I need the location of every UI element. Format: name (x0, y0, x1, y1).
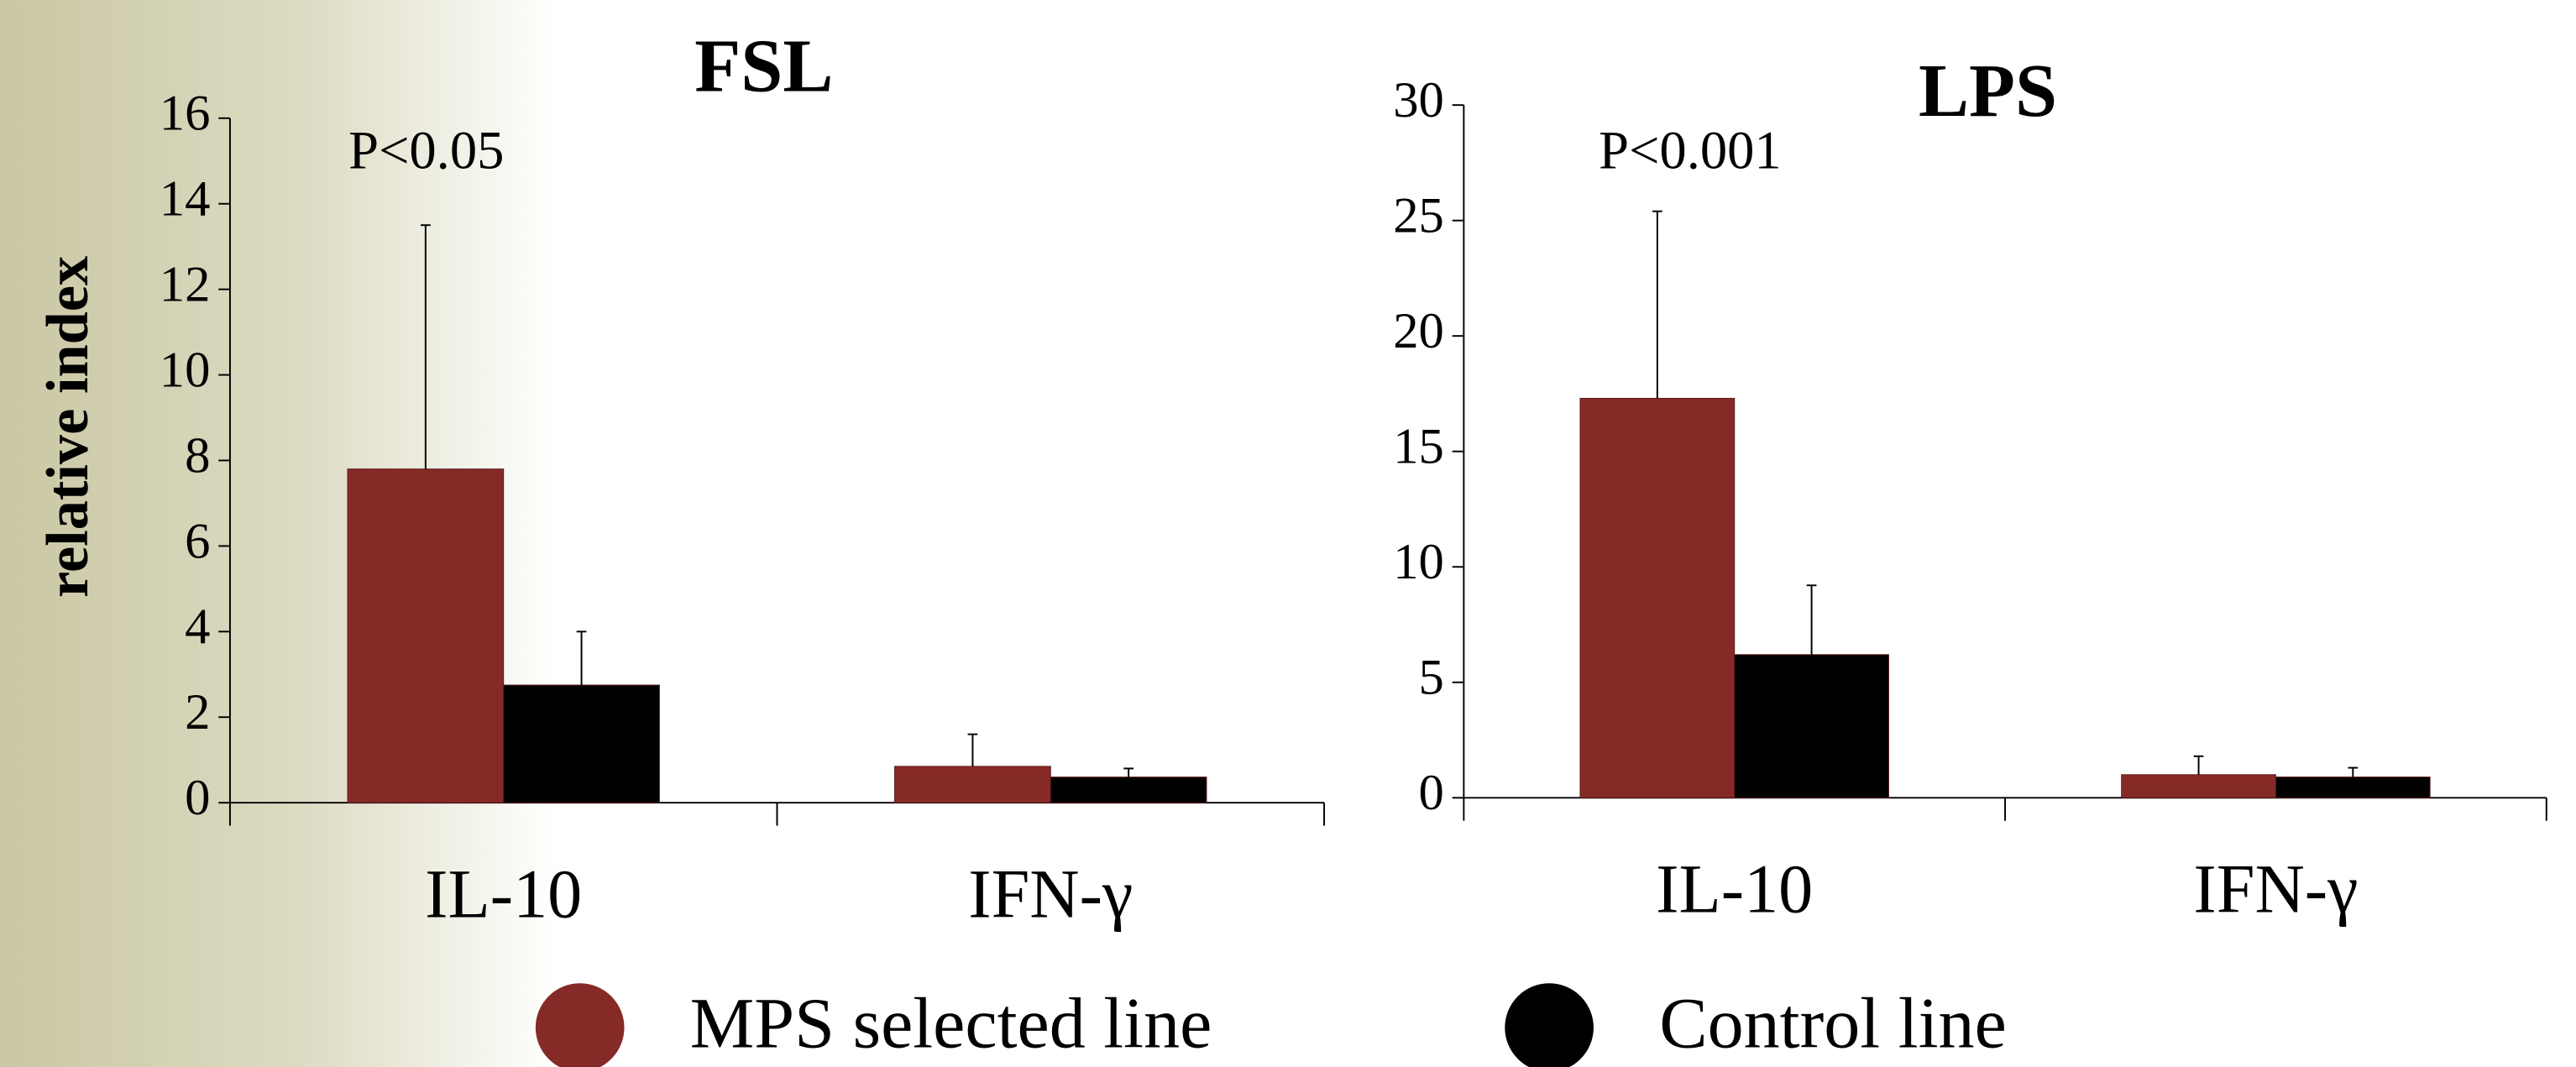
y-tick-label: 12 (160, 257, 211, 313)
bar (1734, 654, 1889, 798)
y-tick-label: 0 (1419, 765, 1444, 821)
bar (503, 684, 660, 803)
x-tick-label: IL-10 (1656, 851, 1813, 928)
y-tick-label: 30 (1393, 72, 1444, 128)
y-tick-label: 10 (1393, 534, 1444, 590)
x-tick-label: IFN-γ (968, 855, 1133, 932)
x-tick-label: IL-10 (425, 855, 582, 932)
annotation: P<0.001 (1599, 120, 1782, 180)
y-tick-label: 2 (185, 684, 210, 740)
y-tick-label: 0 (185, 770, 210, 826)
annotation: P<0.05 (348, 120, 504, 180)
bar (1050, 777, 1207, 803)
bar (2121, 774, 2276, 798)
bar (894, 766, 1051, 803)
y-tick-label: 4 (185, 599, 210, 655)
chart-title: LPS (1919, 50, 2057, 133)
chart-title: FSL (694, 25, 833, 108)
bar (2275, 777, 2431, 798)
y-tick-label: 25 (1393, 188, 1444, 244)
bar (347, 468, 505, 803)
legend-label: Control line (1659, 983, 2007, 1064)
legend-marker (535, 983, 625, 1067)
y-axis-label: relative index (35, 256, 101, 598)
y-tick-label: 6 (185, 513, 210, 569)
y-tick-label: 10 (160, 342, 211, 398)
x-tick-label: IFN-γ (2193, 851, 2358, 928)
legend-marker (1505, 983, 1594, 1067)
y-tick-label: 16 (160, 86, 211, 142)
legend-label: MPS selected line (690, 983, 1212, 1064)
y-tick-label: 15 (1393, 419, 1444, 475)
y-tick-label: 20 (1393, 303, 1444, 359)
y-tick-label: 5 (1419, 650, 1444, 706)
bar (1579, 397, 1736, 798)
y-tick-label: 14 (160, 171, 211, 228)
y-tick-label: 8 (185, 427, 210, 484)
